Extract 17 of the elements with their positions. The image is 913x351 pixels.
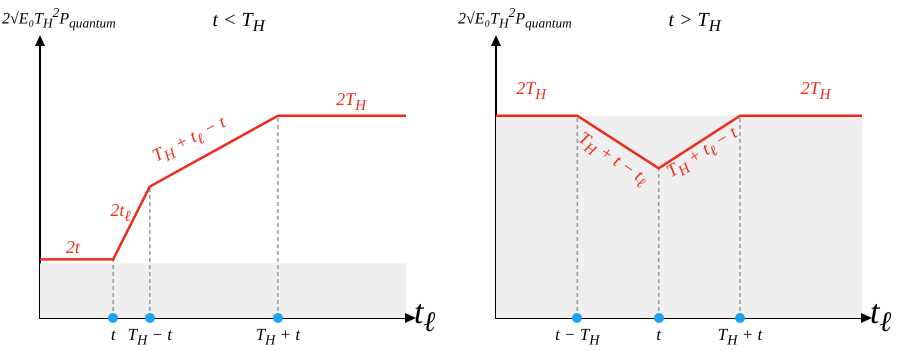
text: 2T$_{H}$ (336, 90, 366, 114)
annotation: 2t$_{ℓ}$ (110, 200, 131, 225)
x-tick-label: T$_{H}$ + t (718, 325, 762, 348)
chart-title: t > T$_{H}$ (668, 9, 721, 35)
annotation: 2t (66, 237, 80, 258)
x-tick-label: T$_{H}$ + t (256, 325, 300, 348)
x-tick-label: t − T$_{H}$ (555, 325, 600, 348)
x-tick-label: t (656, 325, 662, 344)
text: 2T$_{H}$ (516, 78, 546, 104)
y-axis-title: 2√E₀T$_{H}$$^{2}$P$_{quantum}$ (458, 5, 572, 31)
x-tick-label: t (110, 325, 116, 344)
x-axis-title: t$_{ℓ}$ (870, 294, 892, 338)
text: 2T$_{H}$ (800, 78, 830, 104)
x-axis-title: t$_{ℓ}$ (414, 294, 436, 338)
y-axis-title: 2√E₀T$_{H}$$^{2}$P$_{quantum}$ (2, 5, 116, 31)
chart-title: t < T$_{H}$ (212, 9, 265, 35)
x-tick-label: T$_{H}$ − t (128, 325, 172, 348)
